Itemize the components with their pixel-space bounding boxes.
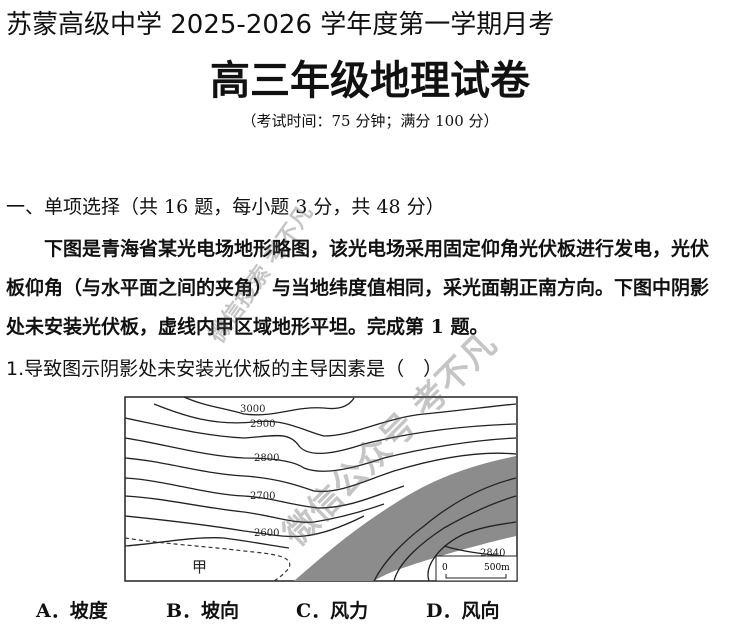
contour-map: 3000 2900 2800 2700 2600 2840 甲 0 500m: [124, 396, 518, 582]
question-stem: 1.导致图示阴影处未安装光伏板的主导因素是（ ）: [6, 358, 443, 380]
contour-label-2800: 2800: [254, 453, 279, 464]
passage: 下图是青海省某光电场地形略图，该光电场采用固定仰角光伏板进行发电，光伏板仰角（与…: [6, 230, 726, 347]
option-b[interactable]: B．坡向: [166, 600, 240, 622]
flat-area-boundary: [124, 537, 291, 582]
section-heading: 一、单项选择（共 16 题，每小题 3 分，共 48 分）: [6, 196, 445, 218]
contour-label-3000: 3000: [240, 404, 265, 415]
contour-lines: [124, 396, 517, 582]
exam-info: （考试时间：75 分钟；满分 100 分）: [241, 112, 499, 130]
scale-bar: 0 500m: [435, 555, 518, 582]
option-c[interactable]: C．风力: [296, 600, 369, 622]
option-d[interactable]: D．风向: [426, 600, 500, 622]
scale-end: 500m: [484, 563, 510, 573]
page-title: 高三年级地理试卷: [210, 58, 530, 104]
scale-zero: 0: [442, 563, 448, 573]
contour-label-2700: 2700: [250, 491, 275, 502]
contour-label-2600: 2600: [254, 528, 279, 539]
passage-text: 下图是青海省某光电场地形略图，该光电场采用固定仰角光伏板进行发电，光伏板仰角（与…: [6, 238, 710, 338]
region-label-jia: 甲: [192, 558, 207, 576]
option-a[interactable]: A．坡度: [36, 600, 108, 622]
contour-label-2840: 2840: [480, 548, 505, 559]
school-exam-line: 苏蒙高级中学 2025-2026 学年度第一学期月考: [6, 10, 555, 40]
contour-label-2900: 2900: [250, 419, 275, 430]
